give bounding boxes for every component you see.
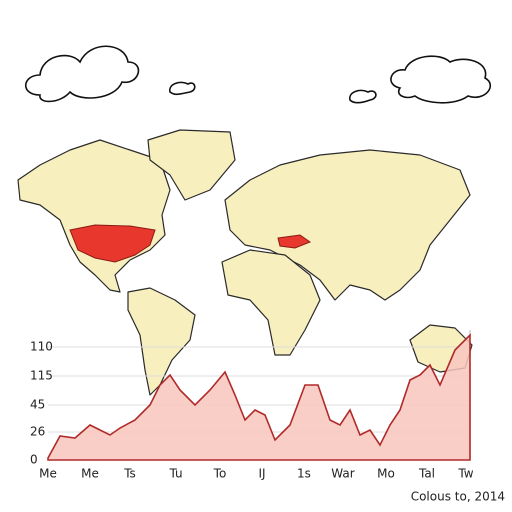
x-label: Mo — [377, 467, 395, 481]
x-label: 1s — [297, 467, 311, 481]
cloud — [24, 45, 140, 103]
y-label: 115 — [30, 369, 53, 383]
y-label: 45 — [30, 398, 45, 412]
y-label: 0 — [30, 453, 38, 467]
x-label: War — [331, 467, 354, 481]
world-map — [17, 129, 473, 396]
x-label: IJ — [258, 467, 265, 481]
africa — [221, 249, 321, 356]
x-label: To — [213, 467, 227, 481]
x-label: Ts — [123, 467, 136, 481]
highlight-turkey — [277, 234, 312, 249]
x-label: Tu — [168, 467, 182, 481]
x-label: Me — [39, 467, 57, 481]
north-america — [17, 139, 171, 293]
y-label: 110 — [30, 340, 53, 354]
highlight-usa — [69, 224, 156, 263]
area — [47, 333, 471, 461]
y-label: 26 — [30, 425, 45, 439]
x-label: Tw — [457, 467, 473, 481]
cloud-small — [169, 81, 196, 96]
cloud — [390, 55, 492, 104]
caption: Colous to, 2014 — [411, 490, 505, 504]
x-label: Tal — [418, 467, 435, 481]
cloud-small — [349, 89, 377, 104]
south-america — [127, 287, 196, 396]
area-chart — [47, 330, 471, 461]
greenland — [147, 129, 236, 201]
x-label: Me — [81, 467, 99, 481]
